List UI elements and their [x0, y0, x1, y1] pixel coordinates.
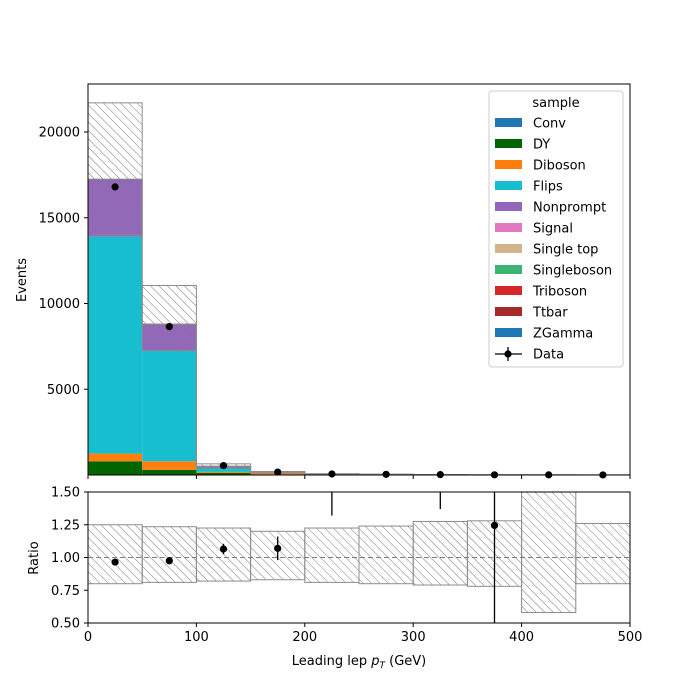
legend-box: [488, 90, 624, 368]
ratio-point: [274, 544, 282, 552]
main-y-tick-label: 15000: [39, 211, 80, 226]
legend-label: ZGamma: [533, 327, 593, 342]
main-plot-frame: [87, 83, 631, 476]
data-point: [165, 323, 173, 331]
legend-label: DY: [533, 138, 550, 153]
legend-swatch: [495, 139, 522, 148]
legend-swatch: [495, 160, 522, 169]
legend-swatch: [495, 202, 522, 211]
ratio-y-axis-ticks: 0.50 0.75 1.00 1.25 1.50: [51, 486, 88, 632]
main-x-axis-ticks: [87, 475, 631, 479]
legend-swatch: [495, 118, 522, 127]
ratio-x-tick-label: 400: [509, 630, 534, 645]
ratio-band-bin: [521, 492, 577, 614]
ratio-point: [490, 521, 499, 530]
legend-swatch: [495, 244, 522, 253]
ratio-y-tick-label: 1.25: [51, 518, 80, 533]
ratio-point: [165, 557, 173, 565]
legend-label: Ttbar: [532, 306, 568, 321]
ratio-point: [111, 558, 119, 566]
bar-flips: [196, 468, 251, 472]
data-point: [111, 183, 119, 191]
ratio-y-tick-label: 1.00: [51, 551, 80, 566]
data-point: [274, 468, 282, 476]
ratio-point: [219, 545, 228, 553]
legend-data-marker: [504, 350, 512, 358]
ratio-x-tick-label: 200: [292, 630, 317, 645]
ratio-y-axis-label: Ratio: [27, 541, 42, 574]
bar-diboson: [88, 453, 143, 462]
ratio-band-bin: [358, 525, 414, 585]
bar-dy: [142, 469, 197, 475]
legend-label: Singleboson: [533, 264, 612, 279]
legend-label: Nonprompt: [533, 201, 606, 216]
ratio-x-tick-label: 500: [618, 630, 643, 645]
ratio-panel: 0.50 0.75 1.00 1.25 1.50 0 100 200 300 400 500 Ra…: [27, 486, 643, 672]
ratio-y-tick-label: 1.50: [51, 486, 80, 501]
main-y-tick-label: 5000: [47, 383, 80, 398]
ratio-points: [111, 492, 499, 623]
data-point: [219, 461, 228, 470]
ratio-band-bin: [88, 524, 143, 585]
legend-swatch: [495, 181, 522, 190]
ratio-band-bin: [195, 527, 252, 582]
ratio-band-bin: [141, 526, 197, 583]
bar-diboson: [196, 471, 251, 473]
main-y-tick-label: 10000: [39, 297, 80, 312]
legend-label: Single top: [533, 243, 598, 258]
main-y-axis-label: Events: [15, 258, 30, 302]
ratio-x-axis-ticks: 0 100 200 300 400 500: [84, 623, 643, 645]
ratio-x-tick-label: 0: [84, 630, 92, 645]
ratio-uncertainty-band: [88, 492, 630, 614]
legend-swatch: [495, 307, 522, 316]
data-point: [382, 470, 390, 478]
legend-title: sample: [532, 96, 579, 111]
legend: sample Conv DY Diboson Flips Nonprompt Signal S…: [488, 90, 624, 368]
legend-label: Triboson: [532, 285, 587, 300]
data-point: [328, 470, 336, 478]
legend-swatch: [495, 328, 522, 337]
ratio-band-bin: [575, 522, 630, 585]
bar-dy: [196, 472, 251, 475]
uncertainty-band-bin: [88, 102, 143, 236]
legend-label: Signal: [533, 222, 573, 237]
bar-flips: [88, 236, 143, 454]
ratio-band-bin: [412, 520, 468, 586]
x-axis-label: Leading lep pT (GeV): [292, 654, 426, 671]
legend-swatch: [495, 286, 522, 295]
legend-label: Conv: [533, 117, 566, 132]
ratio-x-tick-label: 100: [184, 630, 209, 645]
bar-diboson: [142, 461, 197, 470]
ratio-band-bin: [304, 527, 360, 583]
legend-label: Flips: [533, 180, 563, 195]
bar-flips: [142, 350, 197, 462]
main-y-tick-label: 20000: [39, 126, 80, 141]
main-y-axis-ticks: 5000 10000 15000 20000: [39, 126, 88, 398]
legend-swatch: [495, 223, 522, 232]
ratio-y-tick-label: 0.50: [51, 617, 80, 632]
legend-swatch: [495, 265, 522, 274]
bar-dy: [88, 461, 143, 475]
main-histogram-panel: 5000 10000 15000 20000 Events sample Conv DY D…: [15, 83, 631, 479]
legend-label: Data: [533, 348, 564, 363]
ratio-y-tick-label: 0.75: [51, 584, 80, 599]
ratio-x-tick-label: 300: [401, 630, 426, 645]
legend-label: Diboson: [533, 159, 586, 174]
uncertainty-band-bin: [141, 285, 197, 352]
